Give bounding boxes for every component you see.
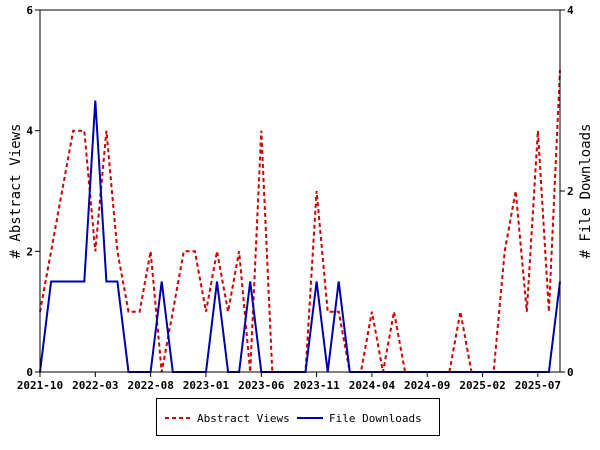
- x-tick-label: 2023-01: [183, 379, 230, 392]
- x-tick-label: 2025-02: [459, 379, 505, 392]
- legend-label-downloads: File Downloads: [329, 411, 422, 425]
- legend-label-views: Abstract Views: [197, 411, 290, 425]
- plot-frame: [39, 9, 561, 373]
- chart-legend: Abstract Views File Downloads: [156, 398, 440, 436]
- x-tick-label: 2022-03: [72, 379, 118, 392]
- y-axis-title: # Abstract Views: [8, 124, 24, 259]
- legend-item-downloads: File Downloads: [297, 410, 422, 426]
- y-tick-label: 2: [26, 245, 33, 258]
- legend-swatch-downloads: [297, 417, 323, 419]
- series-line-file-downloads: [39, 100, 561, 373]
- y2-tick-label: 2: [567, 185, 574, 198]
- x-tick-label: 2024-09: [404, 379, 450, 392]
- y2-axis-title: # File Downloads: [578, 124, 594, 259]
- y-tick-label: 0: [26, 366, 33, 379]
- y-tick-label: 4: [26, 125, 33, 138]
- y2-tick-label: 4: [567, 4, 574, 17]
- x-tick-label: 2023-11: [293, 379, 340, 392]
- series-line-abstract-views: [39, 70, 561, 373]
- x-tick-label: 2022-08: [127, 379, 173, 392]
- x-tick-label: 2021-10: [17, 379, 63, 392]
- x-tick-label: 2023-06: [238, 379, 285, 392]
- x-tick-label: 2025-07: [515, 379, 561, 392]
- y-tick-label: 6: [26, 4, 33, 17]
- x-tick-label: 2024-04: [349, 379, 396, 392]
- y2-tick-label: 0: [567, 366, 574, 379]
- legend-item-views: Abstract Views: [165, 410, 290, 426]
- legend-swatch-views: [165, 417, 191, 419]
